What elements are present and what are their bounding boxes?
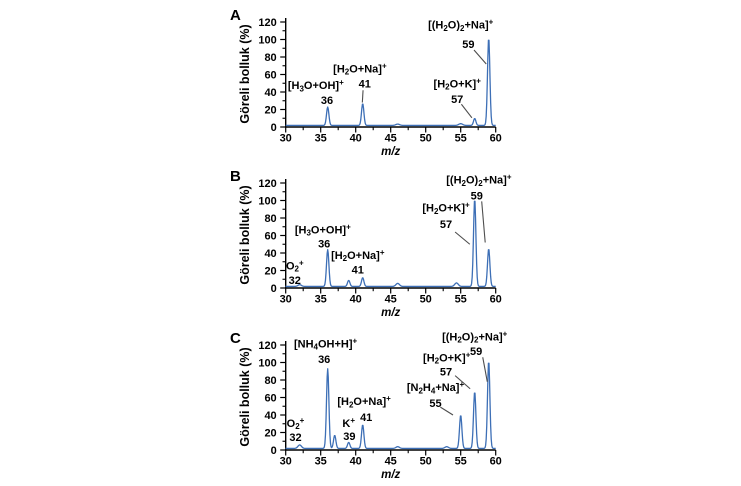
y-tick-label: 80 [264, 375, 276, 387]
y-tick-label: 20 [264, 266, 276, 278]
peak-mz-label: 32 [289, 275, 301, 287]
annotation-leader-line [454, 231, 471, 245]
x-tick-label: 55 [455, 456, 467, 468]
y-tick-label: 0 [271, 122, 277, 134]
y-tick-label: 0 [271, 283, 277, 295]
panel-letter: B [230, 168, 241, 185]
x-tick-label: 35 [315, 294, 327, 306]
peak-formula-label: [H2O+Na]+ [331, 248, 385, 263]
annotation-leader-line [473, 49, 487, 65]
peak-mz-label: 36 [318, 354, 330, 366]
peak-mz-label: 59 [471, 190, 483, 202]
y-tick-label: 120 [258, 178, 276, 190]
y-tick-label: 100 [258, 196, 276, 208]
x-tick-label: 40 [350, 294, 362, 306]
y-tick-label: 60 [264, 231, 276, 243]
peak-mz-label: 41 [352, 265, 364, 277]
x-tick-label: 60 [490, 456, 502, 468]
y-tick-label: 120 [258, 340, 276, 352]
x-tick-label: 35 [315, 133, 327, 145]
y-tick-label: 60 [264, 70, 276, 82]
x-tick-label: 60 [490, 294, 502, 306]
y-tick-label: 80 [264, 213, 276, 225]
peak-formula-label: [H2O+K]+ [434, 76, 482, 91]
peak-formula-label: [H3O+OH]+ [295, 222, 351, 237]
x-tick-label: 50 [420, 133, 432, 145]
peak-formula-label: [(H2O)2+Na]+ [428, 18, 494, 33]
annotation-leader-line [460, 103, 473, 119]
peak-formula-label: [H2O+Na]+ [333, 61, 387, 76]
peak-formula-label: [N2H4+Na]+ [407, 380, 465, 395]
peak-formula-label: [NH4OH+H]+ [294, 336, 358, 351]
peak-mz-label: 57 [440, 219, 452, 231]
axes [285, 18, 496, 128]
peak-mz-label: 55 [429, 398, 441, 410]
x-tick-label: 40 [350, 133, 362, 145]
x-tick-label: 60 [490, 133, 502, 145]
peak-mz-label: 39 [343, 431, 355, 443]
x-axis-title: m/z [381, 469, 400, 481]
x-axis-title: m/z [381, 146, 400, 158]
annotation-leader-line [361, 90, 364, 103]
peak-formula-label: O2+ [287, 416, 305, 431]
y-tick-label: 120 [258, 17, 276, 29]
peak-formula-label: [H3O+OH]+ [288, 78, 344, 93]
x-tick-label: 45 [385, 456, 397, 468]
x-tick-label: 45 [385, 133, 397, 145]
y-axis-title: Göreli bolluk (%) [238, 185, 252, 284]
x-tick-label: 50 [420, 294, 432, 306]
x-axis-title: m/z [381, 307, 400, 319]
peak-mz-label: 57 [440, 366, 452, 378]
y-tick-label: 100 [258, 35, 276, 47]
spectrum-line [285, 362, 496, 450]
y-tick-label: 80 [264, 52, 276, 64]
peak-mz-label: 36 [321, 95, 333, 107]
y-tick-label: 40 [264, 248, 276, 260]
peak-formula-label: O2+ [286, 258, 304, 273]
y-axis-title: Göreli bolluk (%) [238, 347, 252, 446]
peak-formula-label: [H2O+Na]+ [337, 394, 391, 409]
peak-mz-label: 59 [470, 346, 482, 358]
y-tick-label: 60 [264, 393, 276, 405]
y-tick-label: 40 [264, 410, 276, 422]
y-tick-label: 40 [264, 87, 276, 99]
spectrum-line [285, 39, 496, 127]
peak-mz-label: 57 [451, 94, 463, 106]
y-axis-title: Göreli bolluk (%) [238, 24, 252, 123]
x-tick-label: 40 [350, 456, 362, 468]
annotation-leader-line [482, 357, 488, 382]
x-tick-label: 55 [455, 294, 467, 306]
peak-formula-label: [(H2O)2+Na]+ [446, 173, 512, 188]
annotation-leader-line [481, 201, 486, 243]
peak-mz-label: 41 [359, 78, 371, 90]
x-tick-label: 30 [280, 456, 292, 468]
x-tick-label: 50 [420, 456, 432, 468]
peak-mz-label: 36 [318, 238, 330, 250]
peak-formula-label: [H2O+K]+ [423, 350, 471, 365]
y-tick-label: 20 [264, 428, 276, 440]
peak-formula-label: [(H2O)2+Na]+ [442, 329, 508, 344]
x-tick-label: 30 [280, 294, 292, 306]
peak-mz-label: 59 [462, 39, 474, 51]
x-tick-label: 35 [315, 456, 327, 468]
y-tick-label: 20 [264, 105, 276, 117]
panel-letter: C [230, 330, 241, 347]
x-tick-label: 55 [455, 133, 467, 145]
y-tick-label: 0 [271, 445, 277, 457]
peak-formula-label: K+ [342, 416, 355, 430]
peak-mz-label: 32 [289, 432, 301, 444]
annotation-leader-line [454, 375, 471, 390]
panel-letter: A [230, 7, 241, 24]
y-tick-label: 100 [258, 358, 276, 370]
spectrum-line [285, 200, 496, 288]
x-tick-label: 30 [280, 133, 292, 145]
x-tick-label: 45 [385, 294, 397, 306]
peak-mz-label: 41 [360, 412, 372, 424]
peak-formula-label: [H2O+K]+ [422, 201, 470, 216]
annotation-leader-line [440, 406, 454, 416]
